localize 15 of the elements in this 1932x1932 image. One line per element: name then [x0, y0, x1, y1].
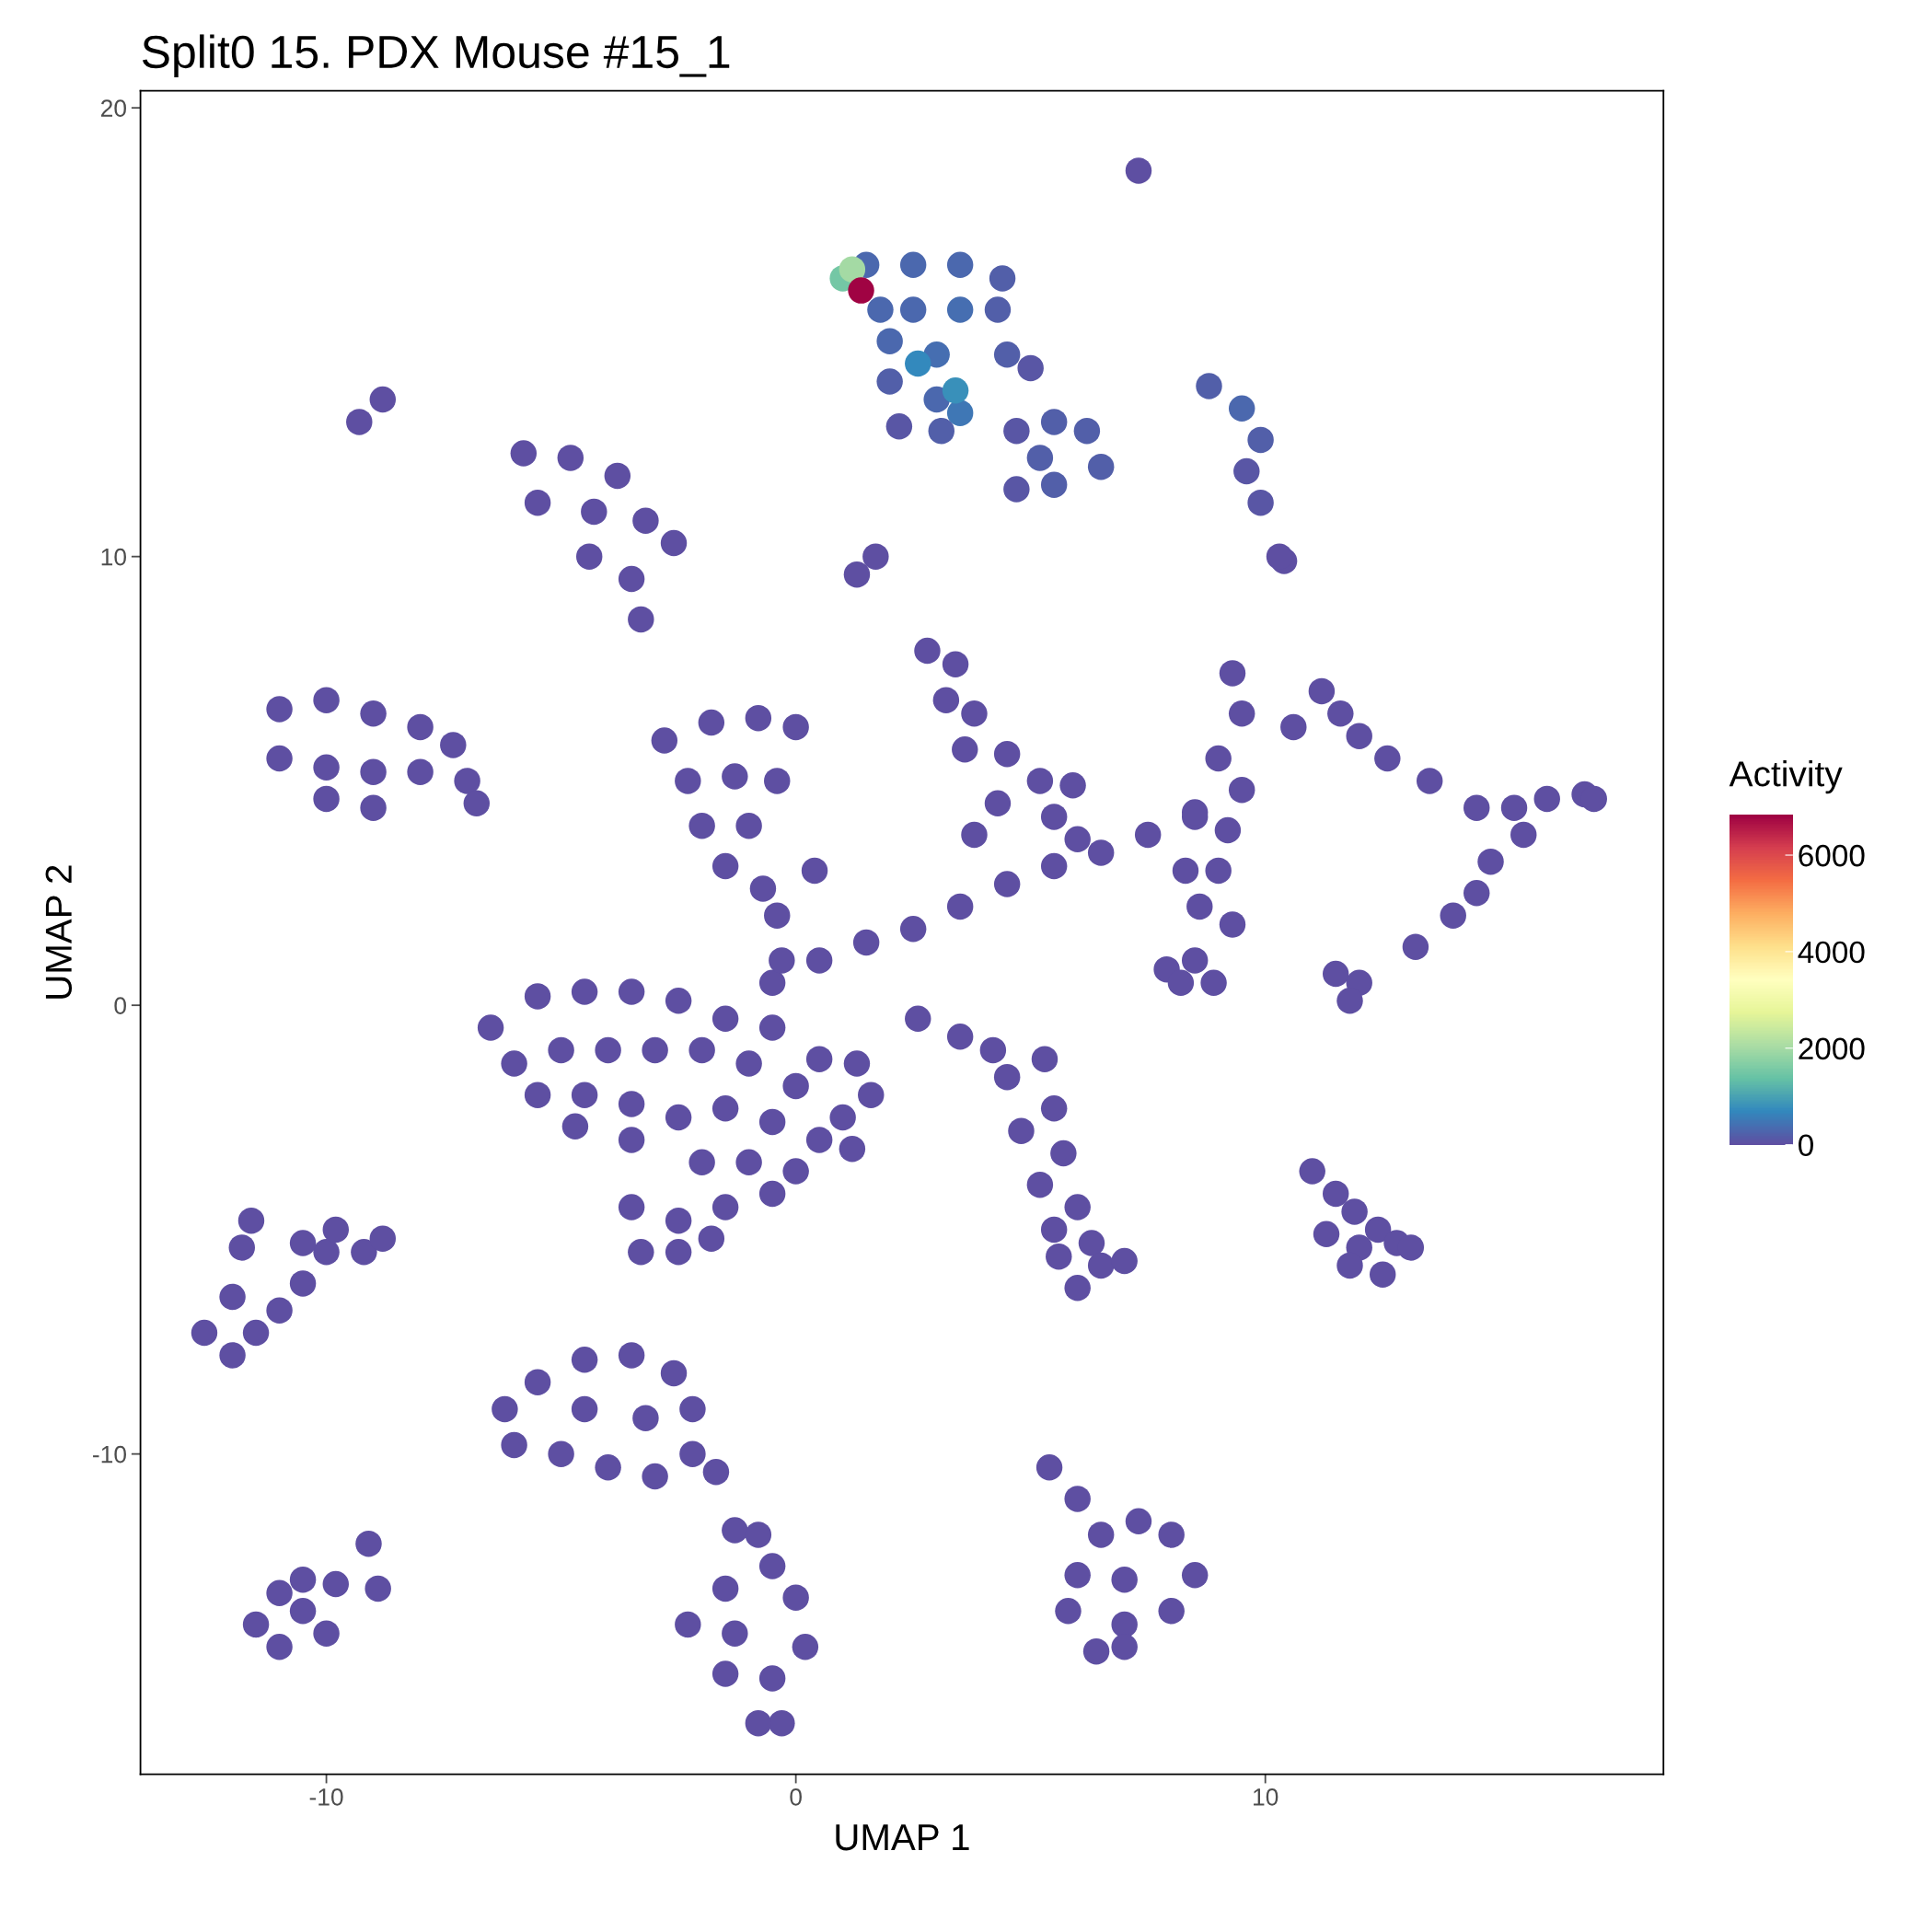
- color-bar-label: 0: [1799, 1134, 1813, 1157]
- x-tick-label: 10: [1254, 1788, 1278, 1806]
- color-bar-label: 2000: [1799, 1037, 1865, 1060]
- y-axis-title: UMAP 2: [45, 865, 73, 999]
- x-tick-label: 0: [790, 1788, 802, 1806]
- x-axis-title: UMAP 1: [836, 1824, 969, 1851]
- color-bar-title: Activity: [1729, 759, 1843, 794]
- color-bar-label: 6000: [1799, 844, 1865, 867]
- y-tick-label: 10: [101, 548, 126, 566]
- y-tick-label: 0: [114, 997, 126, 1014]
- y-tick-label: 20: [100, 99, 126, 117]
- color-bar-label: 4000: [1798, 941, 1865, 964]
- chart-title: Split0 15. PDX Mouse #15_1: [142, 34, 730, 78]
- y-tick-label: -10: [93, 1445, 126, 1463]
- x-tick-label: -10: [309, 1788, 343, 1806]
